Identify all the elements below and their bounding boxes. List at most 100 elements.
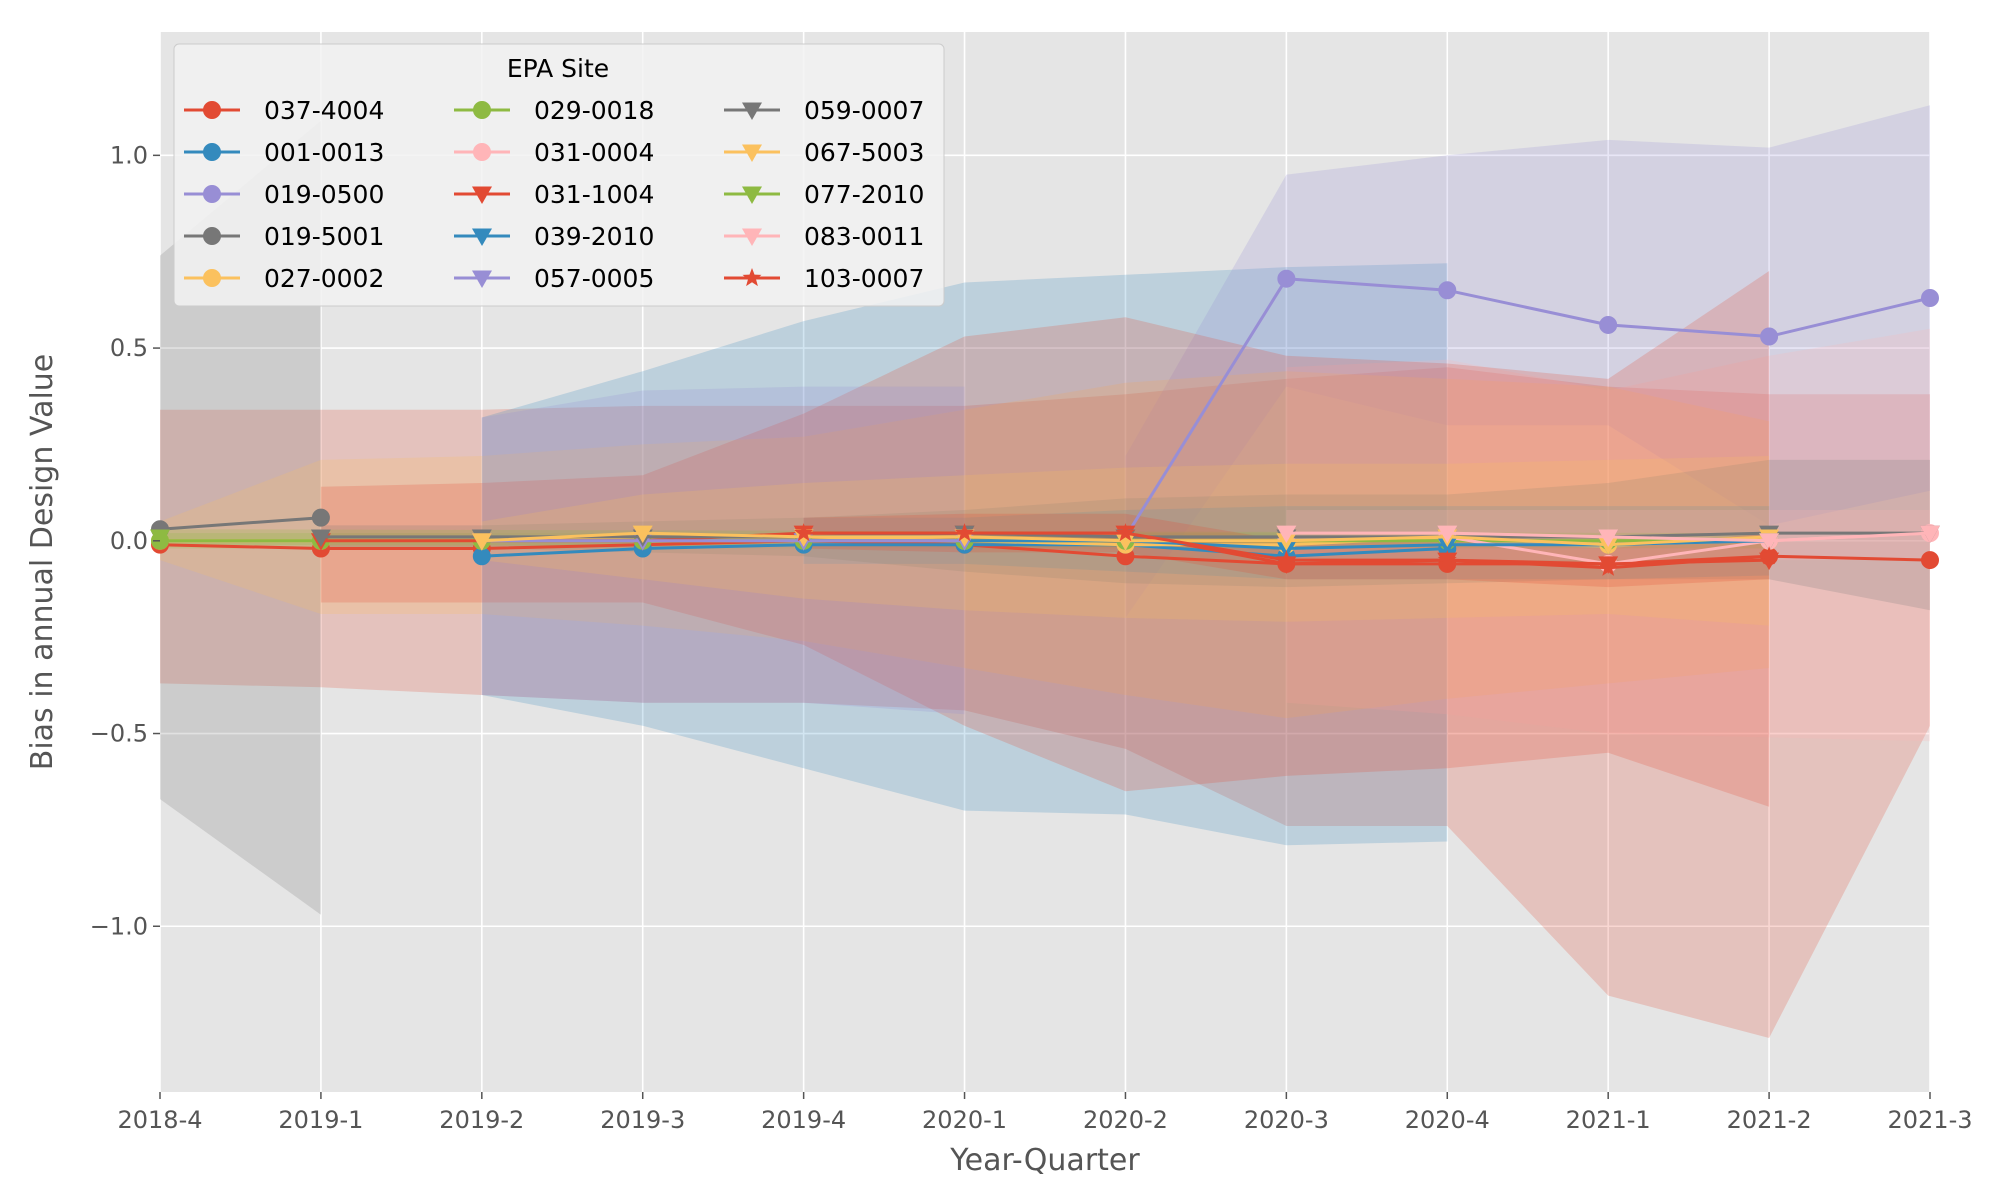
band-019-5001: [160, 120, 321, 915]
data-point-019-0500: [1438, 281, 1457, 300]
legend-label: 103-0007: [804, 264, 924, 293]
data-point-083-0011: [1276, 525, 1297, 544]
x-axis-ticks: 2018-4 2019-1 2019-2 2019-3 2019-4 2020-1 2020…: [117, 1092, 1973, 1134]
data-point-103-0007: [1759, 546, 1779, 565]
legend-entry-031-0004: 031-0004: [454, 138, 654, 167]
legend-marker: [472, 270, 492, 288]
data-point-083-0011: [1759, 533, 1780, 551]
legend-label: 019-0500: [264, 180, 384, 209]
data-point-019-0500: [1921, 288, 1939, 307]
data-point-103-0007: [1437, 550, 1457, 569]
legend-label: 067-5003: [804, 138, 924, 167]
legend-label: 057-0005: [534, 264, 654, 293]
legend-label: 031-0004: [534, 138, 654, 167]
data-point-019-5001: [311, 508, 330, 527]
legend-label: 059-0007: [804, 96, 924, 125]
y-tick-label: 0.0: [110, 527, 148, 555]
legend-label: 077-2010: [804, 180, 924, 209]
legend-entry-029-0018: 029-0018: [454, 96, 654, 125]
y-axis-ticks: −1.0 −0.5 0.0 0.5 1.0: [90, 141, 160, 940]
legend-entry-067-5003: 067-5003: [724, 138, 924, 167]
legend-label: 001-0013: [264, 138, 384, 167]
legend-entry-039-2010: 039-2010: [454, 222, 654, 251]
legend-marker: [203, 185, 221, 203]
legend-marker: [742, 268, 762, 287]
legend-label: 031-1004: [534, 180, 654, 209]
legend-items: 037-4004 001-0013 019-0500 019-5001 027-0002…: [184, 96, 924, 293]
data-point-103-0007: [1598, 557, 1618, 576]
x-tick-label: 2018-4: [117, 1106, 202, 1134]
series-line-019-0500: [1124, 277, 1931, 538]
legend-marker: [742, 186, 762, 204]
legend-marker: [472, 228, 492, 246]
data-point-083-0011: [1598, 529, 1619, 547]
series-103-0007: [794, 523, 1779, 576]
legend-marker: [472, 186, 492, 204]
legend-marker: [742, 228, 762, 246]
data-point-083-0011: [1920, 525, 1940, 544]
legend-marker: [203, 269, 221, 287]
legend-title: EPA Site: [507, 54, 609, 83]
x-tick-label: 2021-3: [1887, 1106, 1972, 1134]
legend-marker: [473, 143, 491, 161]
legend-label: 037-4004: [264, 96, 384, 125]
band-057-0005: [481, 386, 965, 715]
data-point-067-5003: [632, 525, 653, 544]
legend-entry-001-0013: 001-0013: [184, 138, 384, 167]
y-axis-title: Bias in annual Design Value: [25, 354, 60, 771]
x-axis-title: Year-Quarter: [949, 1143, 1140, 1178]
legend-label: 019-5001: [264, 222, 384, 251]
data-point-059-0007: [310, 529, 331, 547]
legend-marker: [203, 101, 221, 119]
legend-entry-027-0002: 027-0002: [184, 264, 384, 293]
data-point-103-0007: [794, 523, 814, 542]
x-tick-label: 2019-2: [439, 1106, 524, 1134]
legend-label: 039-2010: [534, 222, 654, 251]
data-point-019-0500: [1599, 315, 1618, 334]
series-083-0011: [1276, 525, 1940, 551]
legend-entry-019-0500: 019-0500: [184, 180, 384, 209]
y-tick-label: 1.0: [110, 141, 148, 169]
y-tick-label: −1.0: [90, 912, 148, 940]
y-tick-label: 0.5: [110, 334, 148, 362]
legend-marker: [203, 143, 221, 161]
x-tick-label: 2020-2: [1083, 1106, 1168, 1134]
data-point-067-5003: [471, 533, 492, 551]
data-point-103-0007: [1276, 550, 1296, 569]
legend-entry-083-0011: 083-0011: [724, 222, 924, 251]
legend-label: 029-0018: [534, 96, 654, 125]
x-tick-label: 2019-3: [600, 1106, 685, 1134]
x-tick-label: 2021-2: [1727, 1106, 1812, 1134]
x-tick-label: 2020-4: [1405, 1106, 1490, 1134]
data-point-083-0011: [1437, 525, 1458, 544]
legend: EPA Site 037-4004 001-0013 019-0500 019-500…: [173, 43, 945, 307]
band-019-0500: [1125, 105, 1930, 618]
legend-marker: [473, 101, 491, 119]
data-point-037-4004: [1921, 551, 1939, 570]
legend-entry-057-0005: 057-0005: [454, 264, 654, 293]
data-point-019-0500: [1760, 327, 1779, 346]
x-tick-label: 2020-3: [1244, 1106, 1329, 1134]
series-lines: [150, 269, 1940, 576]
legend-label: 027-0002: [264, 264, 384, 293]
x-tick-label: 2021-1: [1566, 1106, 1651, 1134]
data-point-077-2010: [150, 529, 170, 547]
legend-marker: [742, 102, 762, 120]
data-point-103-0007: [955, 523, 975, 542]
legend-marker: [203, 227, 221, 245]
x-tick-label: 2020-1: [922, 1106, 1007, 1134]
data-point-067-5003: [1115, 533, 1136, 551]
legend-entry-103-0007: 103-0007: [724, 264, 924, 293]
legend-entry-077-2010: 077-2010: [724, 180, 924, 209]
legend-marker: [742, 144, 762, 162]
data-point-019-0500: [1277, 269, 1296, 288]
legend-entry-019-5001: 019-5001: [184, 222, 384, 251]
legend-entry-059-0007: 059-0007: [724, 96, 924, 125]
legend-entry-031-1004: 031-1004: [454, 180, 654, 209]
legend-label: 083-0011: [804, 222, 924, 251]
data-point-103-0007: [1115, 523, 1135, 542]
x-tick-label: 2019-1: [278, 1106, 363, 1134]
y-tick-label: −0.5: [90, 720, 148, 748]
legend-entry-037-4004: 037-4004: [184, 96, 384, 125]
